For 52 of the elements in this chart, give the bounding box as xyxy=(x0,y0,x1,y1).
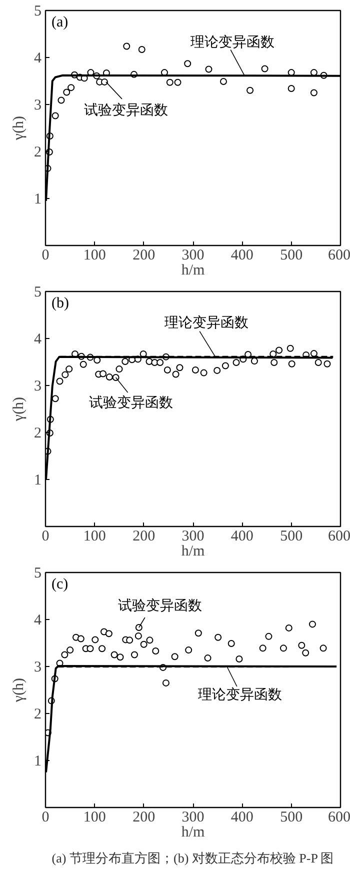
chart-title: (b) xyxy=(52,296,69,312)
x-tick-label: 100 xyxy=(83,810,106,826)
x-tick-label: 300 xyxy=(182,810,204,826)
y-tick-label: 2 xyxy=(34,144,42,160)
y-tick-label: 2 xyxy=(34,426,42,442)
annotation: 试验变异函数 xyxy=(84,102,168,118)
x-tick-label: 500 xyxy=(280,528,303,544)
y-tick-label: 5 xyxy=(34,4,42,20)
x-tick-label: 400 xyxy=(230,810,254,826)
y-tick-label: 1 xyxy=(34,192,42,208)
annotation: 理论变异函数 xyxy=(190,34,275,50)
chart-title: (a) xyxy=(52,14,68,30)
y-tick-label: 4 xyxy=(34,50,42,66)
x-tick-label: 0 xyxy=(42,810,50,826)
y-tick-label: 4 xyxy=(34,612,42,628)
x-tick-label: 200 xyxy=(132,810,156,826)
x-axis-title: h/m xyxy=(181,824,205,840)
x-tick-label: 100 xyxy=(83,528,106,544)
x-tick-label: 200 xyxy=(132,248,156,264)
y-tick-label: 3 xyxy=(34,98,42,114)
x-axis-title: h/m xyxy=(181,544,205,560)
chart-title: (c) xyxy=(52,576,68,592)
y-axis-title: γ(h) xyxy=(11,678,27,704)
annotation: 理论变异函数 xyxy=(164,314,249,331)
annotation: 试验变异函数 xyxy=(118,598,202,614)
x-tick-label: 0 xyxy=(42,248,50,264)
x-tick-label: 200 xyxy=(132,528,156,544)
text: (a) 节理分布直方图；(b) 对数正态分布校验 P-P 图 xyxy=(52,850,334,866)
y-tick-label: 4 xyxy=(34,332,42,348)
x-tick-label: 500 xyxy=(280,810,303,826)
y-tick-label: 5 xyxy=(34,284,42,300)
x-tick-label: 300 xyxy=(182,248,204,264)
annotation: 理论变异函数 xyxy=(198,687,282,703)
y-axis-title: γ(h) xyxy=(11,396,27,422)
annotation: 试验变异函数 xyxy=(88,395,173,412)
y-axis-title: γ(h) xyxy=(11,116,27,142)
y-tick-label: 3 xyxy=(34,660,42,676)
x-tick-label: 600 xyxy=(328,810,350,826)
x-axis-title: h/m xyxy=(181,262,205,278)
y-tick-label: 1 xyxy=(34,472,42,488)
y-tick-label: 1 xyxy=(34,754,42,770)
x-tick-label: 0 xyxy=(42,528,50,544)
x-tick-label: 100 xyxy=(83,248,106,264)
x-tick-label: 600 xyxy=(328,248,350,264)
y-tick-label: 5 xyxy=(34,566,42,582)
x-tick-label: 500 xyxy=(280,248,303,264)
x-tick-label: 400 xyxy=(230,528,254,544)
x-tick-label: 600 xyxy=(328,528,350,544)
y-tick-label: 3 xyxy=(34,378,42,394)
x-tick-label: 400 xyxy=(230,248,254,264)
y-tick-label: 2 xyxy=(34,706,42,722)
x-tick-label: 300 xyxy=(182,528,204,544)
